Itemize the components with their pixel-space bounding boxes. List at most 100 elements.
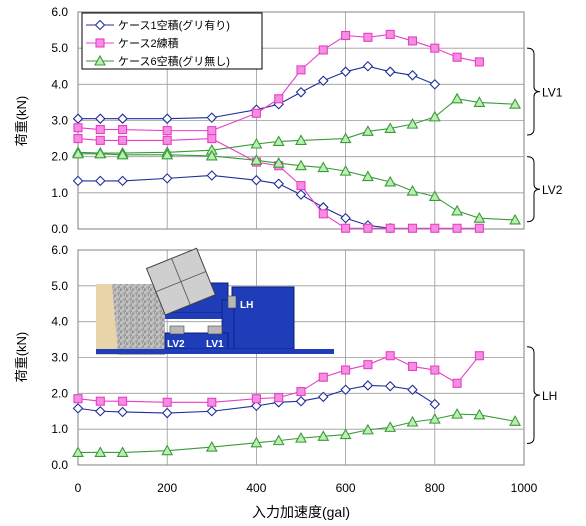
data-point (206, 170, 218, 181)
data-point (273, 178, 284, 190)
data-point (451, 407, 464, 419)
data-point (272, 434, 285, 446)
backfill-sand (96, 284, 118, 355)
data-point (206, 405, 218, 417)
legend-entry: ケース6空積(グリ無し) (86, 54, 230, 68)
data-point (161, 173, 173, 184)
data-point (452, 52, 462, 62)
data-point (295, 395, 307, 407)
x-tick-labels: 0 200 400 600 800 1000 (75, 481, 538, 495)
data-point (385, 29, 395, 39)
data-point (363, 360, 373, 370)
shake-table-base (96, 349, 334, 354)
data-point (361, 423, 374, 435)
load-cell-lh (227, 295, 237, 309)
data-point (94, 446, 107, 458)
data-point (384, 175, 397, 187)
data-point (73, 123, 83, 133)
data-point (384, 380, 396, 392)
data-point (118, 396, 128, 406)
data-point (95, 405, 106, 417)
data-point (318, 45, 328, 55)
data-point (95, 135, 105, 145)
wall-back-block (231, 286, 295, 350)
load-cell-lv1 (207, 325, 223, 335)
data-point (161, 113, 173, 124)
y-axis-label-top: 荷重(kN) (14, 96, 29, 147)
data-point (474, 223, 484, 233)
data-point (251, 400, 262, 412)
y-tick-label: 4.0 (51, 77, 68, 91)
legend-box (81, 12, 263, 70)
test-setup-illustration: LH LV2 LV1 (96, 247, 334, 355)
data-point (407, 36, 418, 46)
brace-lv2 (526, 156, 541, 223)
y-tick-label: 3.0 (51, 351, 68, 365)
data-point (407, 361, 418, 372)
data-point (250, 436, 263, 448)
series-line (77, 98, 516, 154)
data-point (118, 124, 128, 135)
data-point (385, 223, 395, 233)
data-point (362, 380, 374, 391)
data-point (339, 132, 352, 144)
legend-entry: ケース2練積 (86, 36, 179, 50)
data-point (162, 397, 172, 407)
data-point (430, 223, 440, 233)
wall-base-plate (165, 313, 228, 319)
data-point (161, 444, 174, 456)
y-tick-label: 6.0 (51, 243, 68, 257)
data-point (95, 396, 105, 406)
data-point (296, 65, 306, 75)
data-point (251, 108, 261, 118)
data-point (205, 149, 218, 161)
data-point (318, 209, 328, 219)
data-point (72, 403, 84, 414)
data-point (162, 135, 172, 145)
data-point (296, 386, 306, 397)
data-point (317, 430, 330, 441)
data-point (296, 181, 306, 191)
data-point (339, 165, 352, 176)
data-point (318, 372, 328, 382)
data-point (340, 66, 351, 77)
data-point (361, 125, 374, 136)
load-cell-lv2 (169, 325, 185, 335)
legend-marker (94, 54, 106, 66)
data-point (452, 223, 462, 233)
data-point (406, 117, 419, 129)
data-point (385, 351, 395, 361)
data-point (451, 204, 464, 216)
data-point (117, 175, 128, 187)
y-tick-label: 5.0 (51, 41, 68, 55)
data-point (341, 223, 351, 233)
data-point (251, 394, 261, 404)
data-point (295, 87, 307, 98)
series-top (72, 29, 522, 234)
data-point (362, 60, 374, 72)
data-point (274, 393, 284, 403)
group-braces-top: LV1 LV2 (526, 47, 563, 223)
data-point (116, 446, 129, 458)
data-point (206, 112, 218, 123)
series-line (77, 33, 480, 132)
data-point (72, 147, 84, 159)
legend-marker (94, 19, 106, 31)
legend-label: ケース1空積(グリ有り) (118, 18, 230, 32)
x-axis-label: 入力加速度(gal) (252, 504, 350, 520)
inset-label-lh: LH (240, 300, 253, 311)
y-tick-labels-bottom: 0.0 1.0 2.0 3.0 4.0 5.0 6.0 (51, 243, 68, 472)
data-point (295, 159, 307, 171)
y-tick-label: 1.0 (51, 186, 68, 200)
inset-label-lv2: LV2 (167, 339, 185, 350)
data-point (509, 415, 522, 426)
x-tick-label: 600 (336, 481, 356, 495)
series-lv2-triangle (72, 147, 522, 225)
data-point (407, 70, 418, 81)
x-tick-label: 200 (157, 481, 177, 495)
y-tick-label: 6.0 (51, 5, 68, 19)
data-point (161, 148, 174, 160)
data-point (428, 190, 441, 201)
data-point (361, 170, 374, 182)
